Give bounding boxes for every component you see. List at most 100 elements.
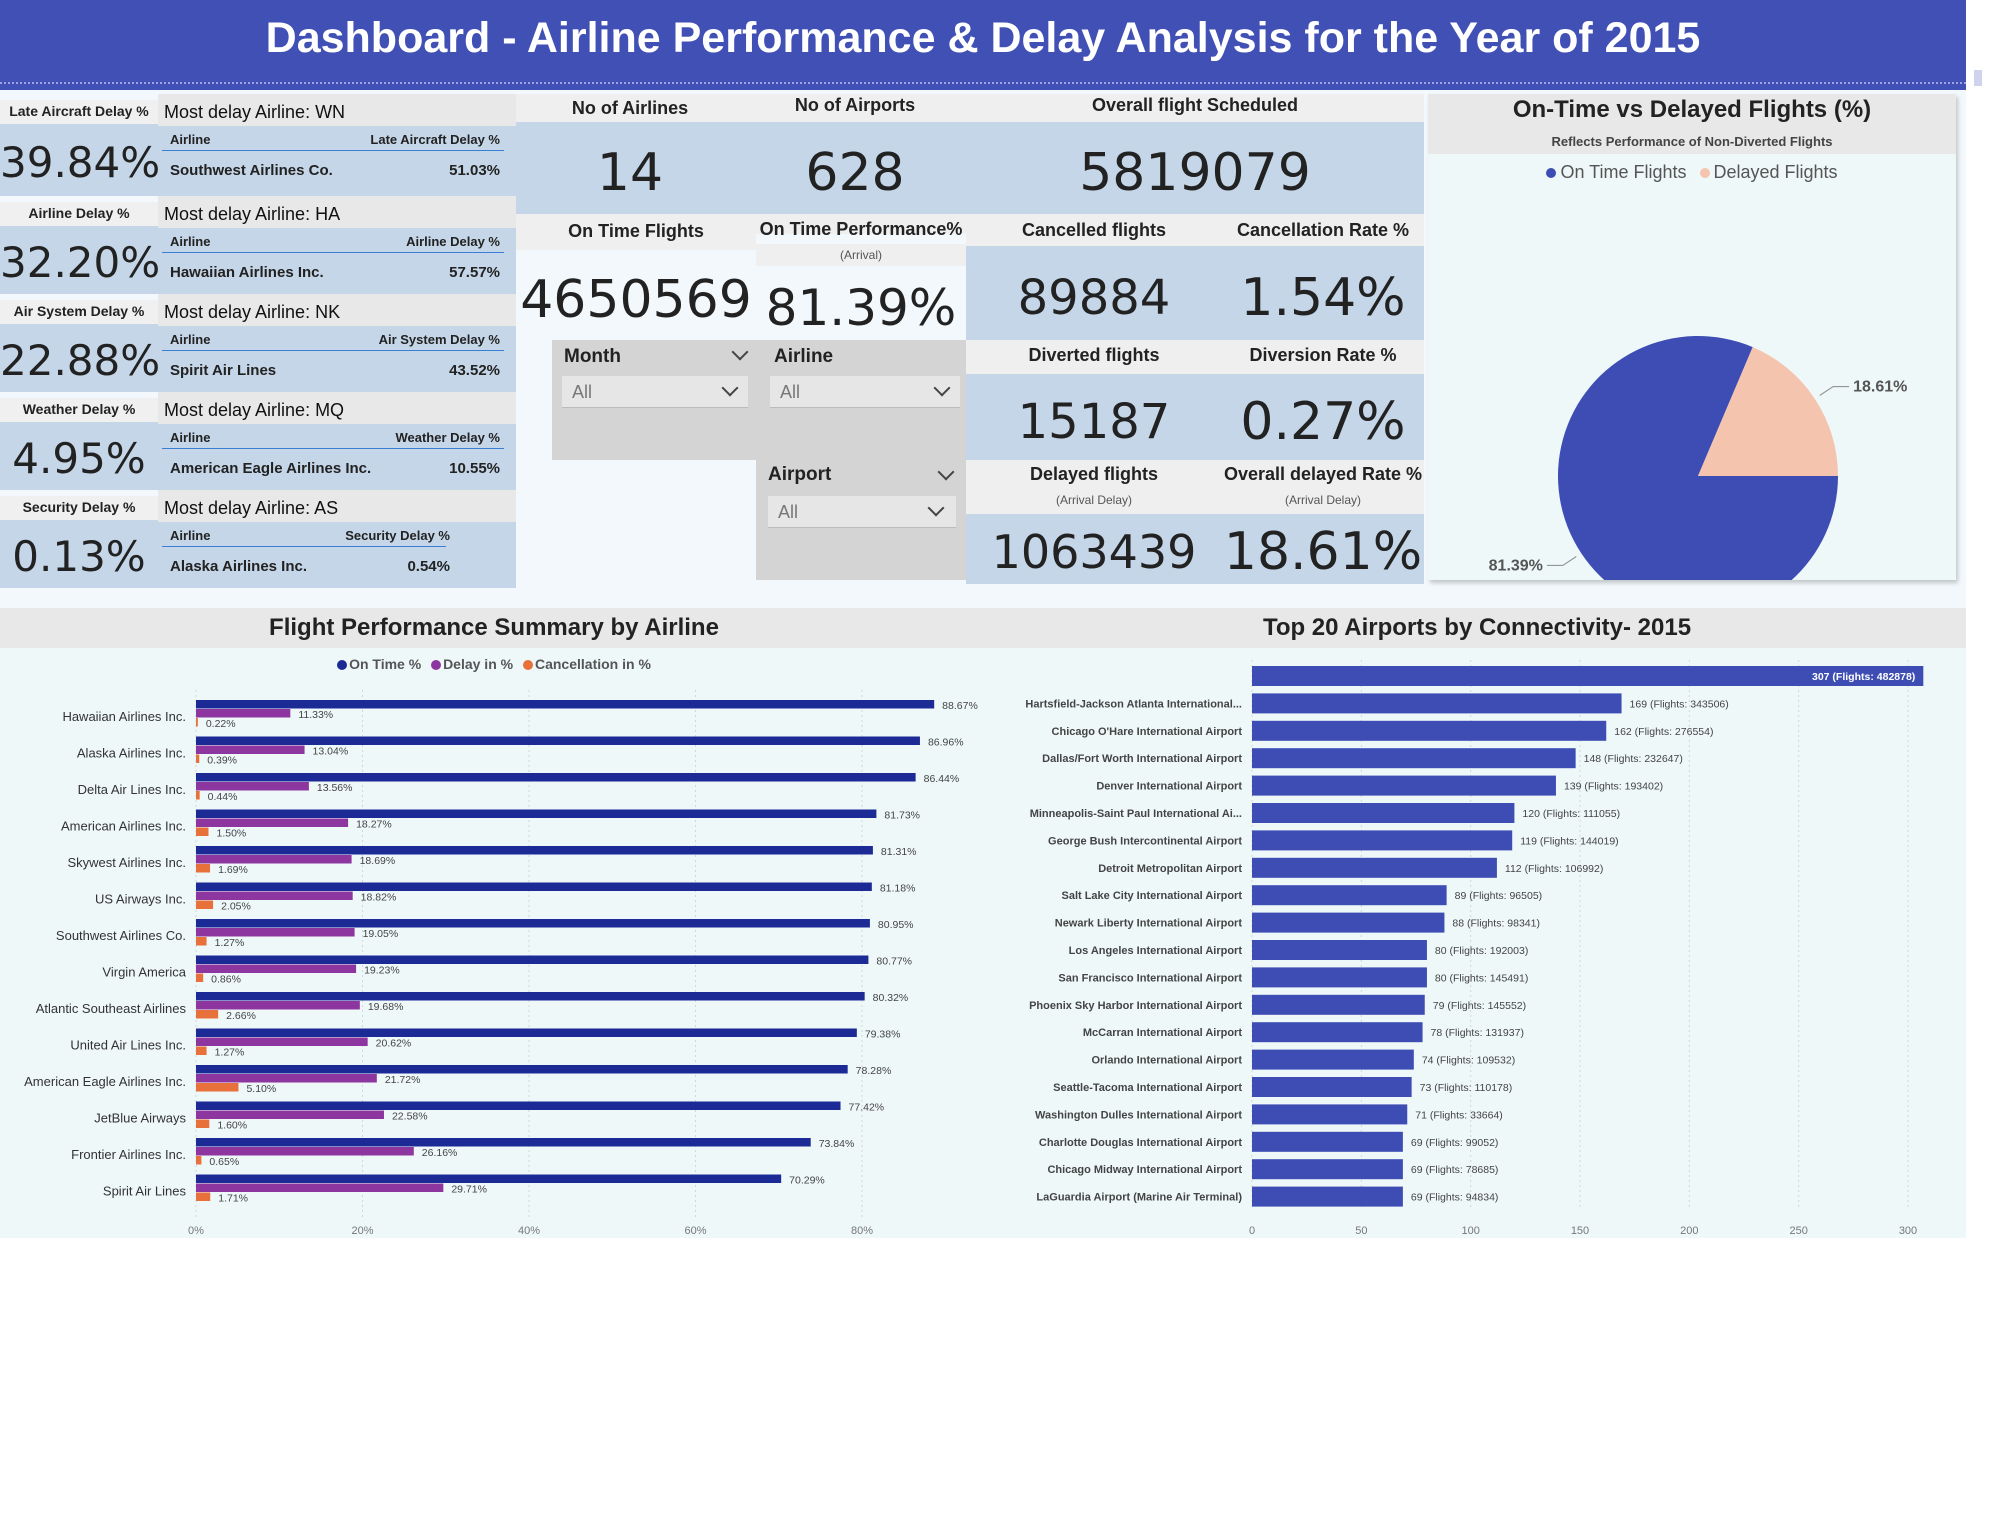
bar-ontime[interactable] <box>196 1028 857 1038</box>
bar-ontime[interactable] <box>196 919 870 928</box>
conn-bar[interactable] <box>1252 1077 1412 1097</box>
conn-bar[interactable] <box>1252 1186 1403 1207</box>
conn-bar-label: 120 (Flights: 111055) <box>1522 808 1620 820</box>
airport-label: Salt Lake City International Airport <box>1061 890 1242 902</box>
month-dropdown-value: All <box>572 382 593 402</box>
bar-delay[interactable] <box>196 1074 377 1083</box>
bar-cancel[interactable] <box>196 1083 239 1092</box>
bar-delay[interactable] <box>196 818 349 828</box>
bar-delay[interactable] <box>196 782 309 791</box>
bar-value-label: 29.71% <box>451 1184 487 1196</box>
chevron-down-icon[interactable] <box>937 463 955 481</box>
chevron-down-icon[interactable] <box>933 379 951 397</box>
conn-bar[interactable] <box>1252 1022 1423 1043</box>
month-dropdown[interactable]: All <box>562 376 748 408</box>
chevron-down-icon[interactable] <box>721 379 739 397</box>
bar-delay[interactable] <box>196 1001 360 1010</box>
bar-cancel[interactable] <box>196 937 207 946</box>
bar-ontime[interactable] <box>196 992 865 1001</box>
kpi-airlines-value: 14 <box>516 122 744 214</box>
x-tick-label: 60% <box>684 1225 706 1237</box>
conn-bar[interactable] <box>1252 967 1427 988</box>
bar-cancel[interactable] <box>196 1119 210 1129</box>
conn-bar[interactable] <box>1252 940 1427 960</box>
bar-delay[interactable] <box>196 1037 368 1047</box>
legend-dot-ontime <box>1546 168 1557 179</box>
airport-label: Denver International Airport <box>1096 781 1242 793</box>
bar-value-label: 2.66% <box>226 1010 256 1022</box>
pie-slice[interactable] <box>1698 347 1838 476</box>
bar-ontime[interactable] <box>196 1174 782 1184</box>
bar-delay[interactable] <box>196 709 291 718</box>
bar-value-label: 11.33% <box>298 709 333 721</box>
bar-cancel[interactable] <box>196 864 211 873</box>
x-tick-label: 40% <box>518 1225 540 1237</box>
bar-cancel[interactable] <box>196 1192 211 1202</box>
bar-delay[interactable] <box>196 745 305 755</box>
x-tick-label: 0% <box>188 1225 204 1237</box>
conn-bar[interactable] <box>1252 885 1447 906</box>
conn-bar[interactable] <box>1252 720 1607 741</box>
most-delay-title: Most delay Airline: MQ <box>158 392 516 424</box>
bar-cancel[interactable] <box>196 1156 202 1165</box>
conn-bar[interactable] <box>1252 693 1622 714</box>
bar-cancel[interactable] <box>196 754 200 764</box>
chevron-down-icon[interactable] <box>731 343 749 361</box>
pie-slice[interactable] <box>1558 336 1838 580</box>
conn-bar[interactable] <box>1252 803 1515 823</box>
kpi-delayed-value: 1063439 <box>966 514 1222 584</box>
bar-cancel[interactable] <box>196 1046 207 1056</box>
col-metric-header: Air System Delay % <box>378 332 500 347</box>
scrollbar-thumb[interactable] <box>1974 70 1982 86</box>
bar-delay[interactable] <box>196 1183 444 1193</box>
chevron-down-icon[interactable] <box>927 499 945 517</box>
category-label: Virgin America <box>102 965 186 980</box>
bar-cancel[interactable] <box>196 791 200 800</box>
bar-delay[interactable] <box>196 1147 414 1156</box>
bar-cancel[interactable] <box>196 900 214 910</box>
conn-bar[interactable] <box>1252 1104 1408 1125</box>
conn-bar-label: 119 (Flights: 144019) <box>1520 835 1618 847</box>
bar-delay[interactable] <box>196 928 355 937</box>
conn-bar[interactable] <box>1252 1131 1403 1152</box>
bar-ontime[interactable] <box>196 809 877 819</box>
bar-ontime[interactable] <box>196 1065 848 1074</box>
bar-cancel[interactable] <box>196 718 198 727</box>
bar-cancel[interactable] <box>196 827 209 837</box>
kpi-scheduled-value: 5819079 <box>966 122 1424 214</box>
bar-ontime[interactable] <box>196 736 920 746</box>
bar-delay[interactable] <box>196 964 357 974</box>
bar-cancel[interactable] <box>196 973 204 983</box>
bar-delay[interactable] <box>196 855 352 864</box>
bar-ontime[interactable] <box>196 955 869 965</box>
bar-value-label: 5.10% <box>246 1083 276 1095</box>
pie-leader-line <box>1819 386 1850 396</box>
conn-bar[interactable] <box>1252 912 1445 933</box>
table-airline-cell: Southwest Airlines Co. <box>170 162 333 179</box>
conn-bar-label: 69 (Flights: 99052) <box>1411 1137 1499 1149</box>
conn-bar[interactable] <box>1252 1049 1414 1070</box>
bar-ontime[interactable] <box>196 773 916 782</box>
bar-value-label: 77.42% <box>849 1102 885 1114</box>
airport-dropdown[interactable]: All <box>768 496 956 528</box>
bar-ontime[interactable] <box>196 1138 811 1147</box>
airport-label: Charlotte Douglas International Airport <box>1039 1137 1242 1149</box>
bar-cancel[interactable] <box>196 1010 219 1019</box>
conn-bar[interactable] <box>1252 666 1924 686</box>
conn-bar-label: 88 (Flights: 98341) <box>1452 918 1540 930</box>
conn-bar[interactable] <box>1252 775 1556 796</box>
airline-dropdown[interactable]: All <box>770 376 960 408</box>
most-delay-table: Airline Weather Delay % American Eagle A… <box>158 424 516 490</box>
bar-delay[interactable] <box>196 891 353 901</box>
bar-ontime[interactable] <box>196 882 872 892</box>
conn-bar[interactable] <box>1252 994 1425 1015</box>
conn-chart: 0 50 100 150 200 250 300 307 (Flights: 482878) H… <box>1025 660 1924 1237</box>
conn-bar[interactable] <box>1252 830 1513 851</box>
conn-bar[interactable] <box>1252 857 1497 878</box>
bar-delay[interactable] <box>196 1110 384 1120</box>
bar-ontime[interactable] <box>196 846 873 855</box>
conn-bar[interactable] <box>1252 748 1576 769</box>
bar-ontime[interactable] <box>196 1101 841 1111</box>
bar-ontime[interactable] <box>196 700 935 709</box>
conn-bar[interactable] <box>1252 1159 1403 1180</box>
